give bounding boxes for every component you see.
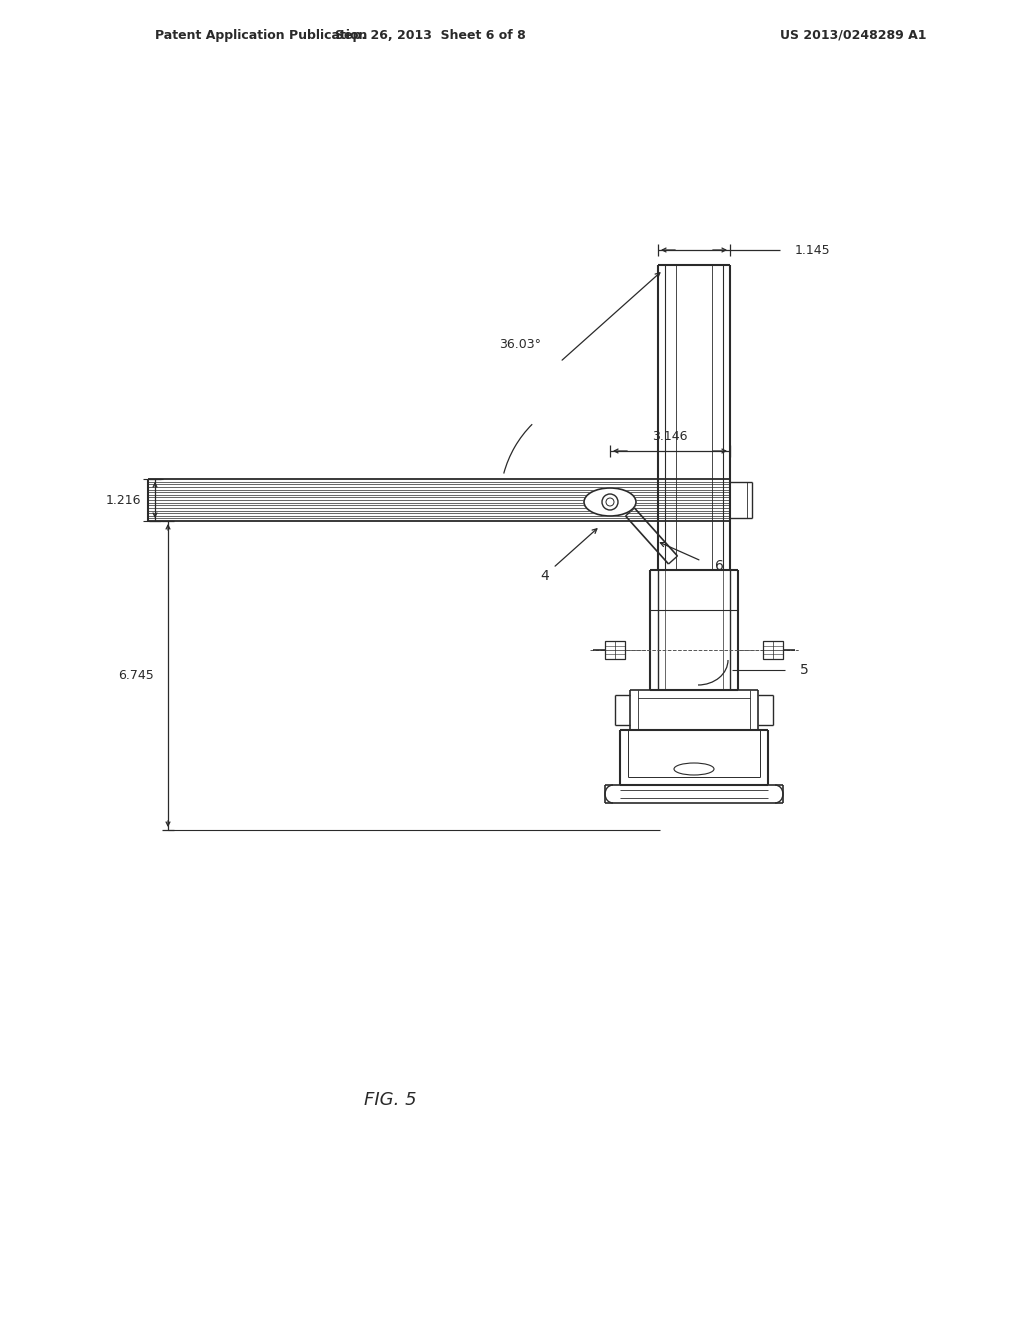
Text: 4: 4 [541,569,549,583]
Text: FIG. 5: FIG. 5 [364,1092,417,1109]
Text: US 2013/0248289 A1: US 2013/0248289 A1 [780,29,927,41]
FancyBboxPatch shape [605,642,625,659]
Text: 5: 5 [800,663,809,677]
Text: Patent Application Publication: Patent Application Publication [155,29,368,41]
Text: 1.216: 1.216 [105,494,140,507]
FancyBboxPatch shape [763,642,783,659]
Ellipse shape [584,488,636,516]
Circle shape [602,494,618,510]
Text: 6.745: 6.745 [118,669,154,682]
Text: 6: 6 [715,558,723,573]
Text: Sep. 26, 2013  Sheet 6 of 8: Sep. 26, 2013 Sheet 6 of 8 [335,29,525,41]
Text: 36.03°: 36.03° [499,338,541,351]
Text: 1.145: 1.145 [795,243,830,256]
Text: 3.146: 3.146 [652,430,688,444]
